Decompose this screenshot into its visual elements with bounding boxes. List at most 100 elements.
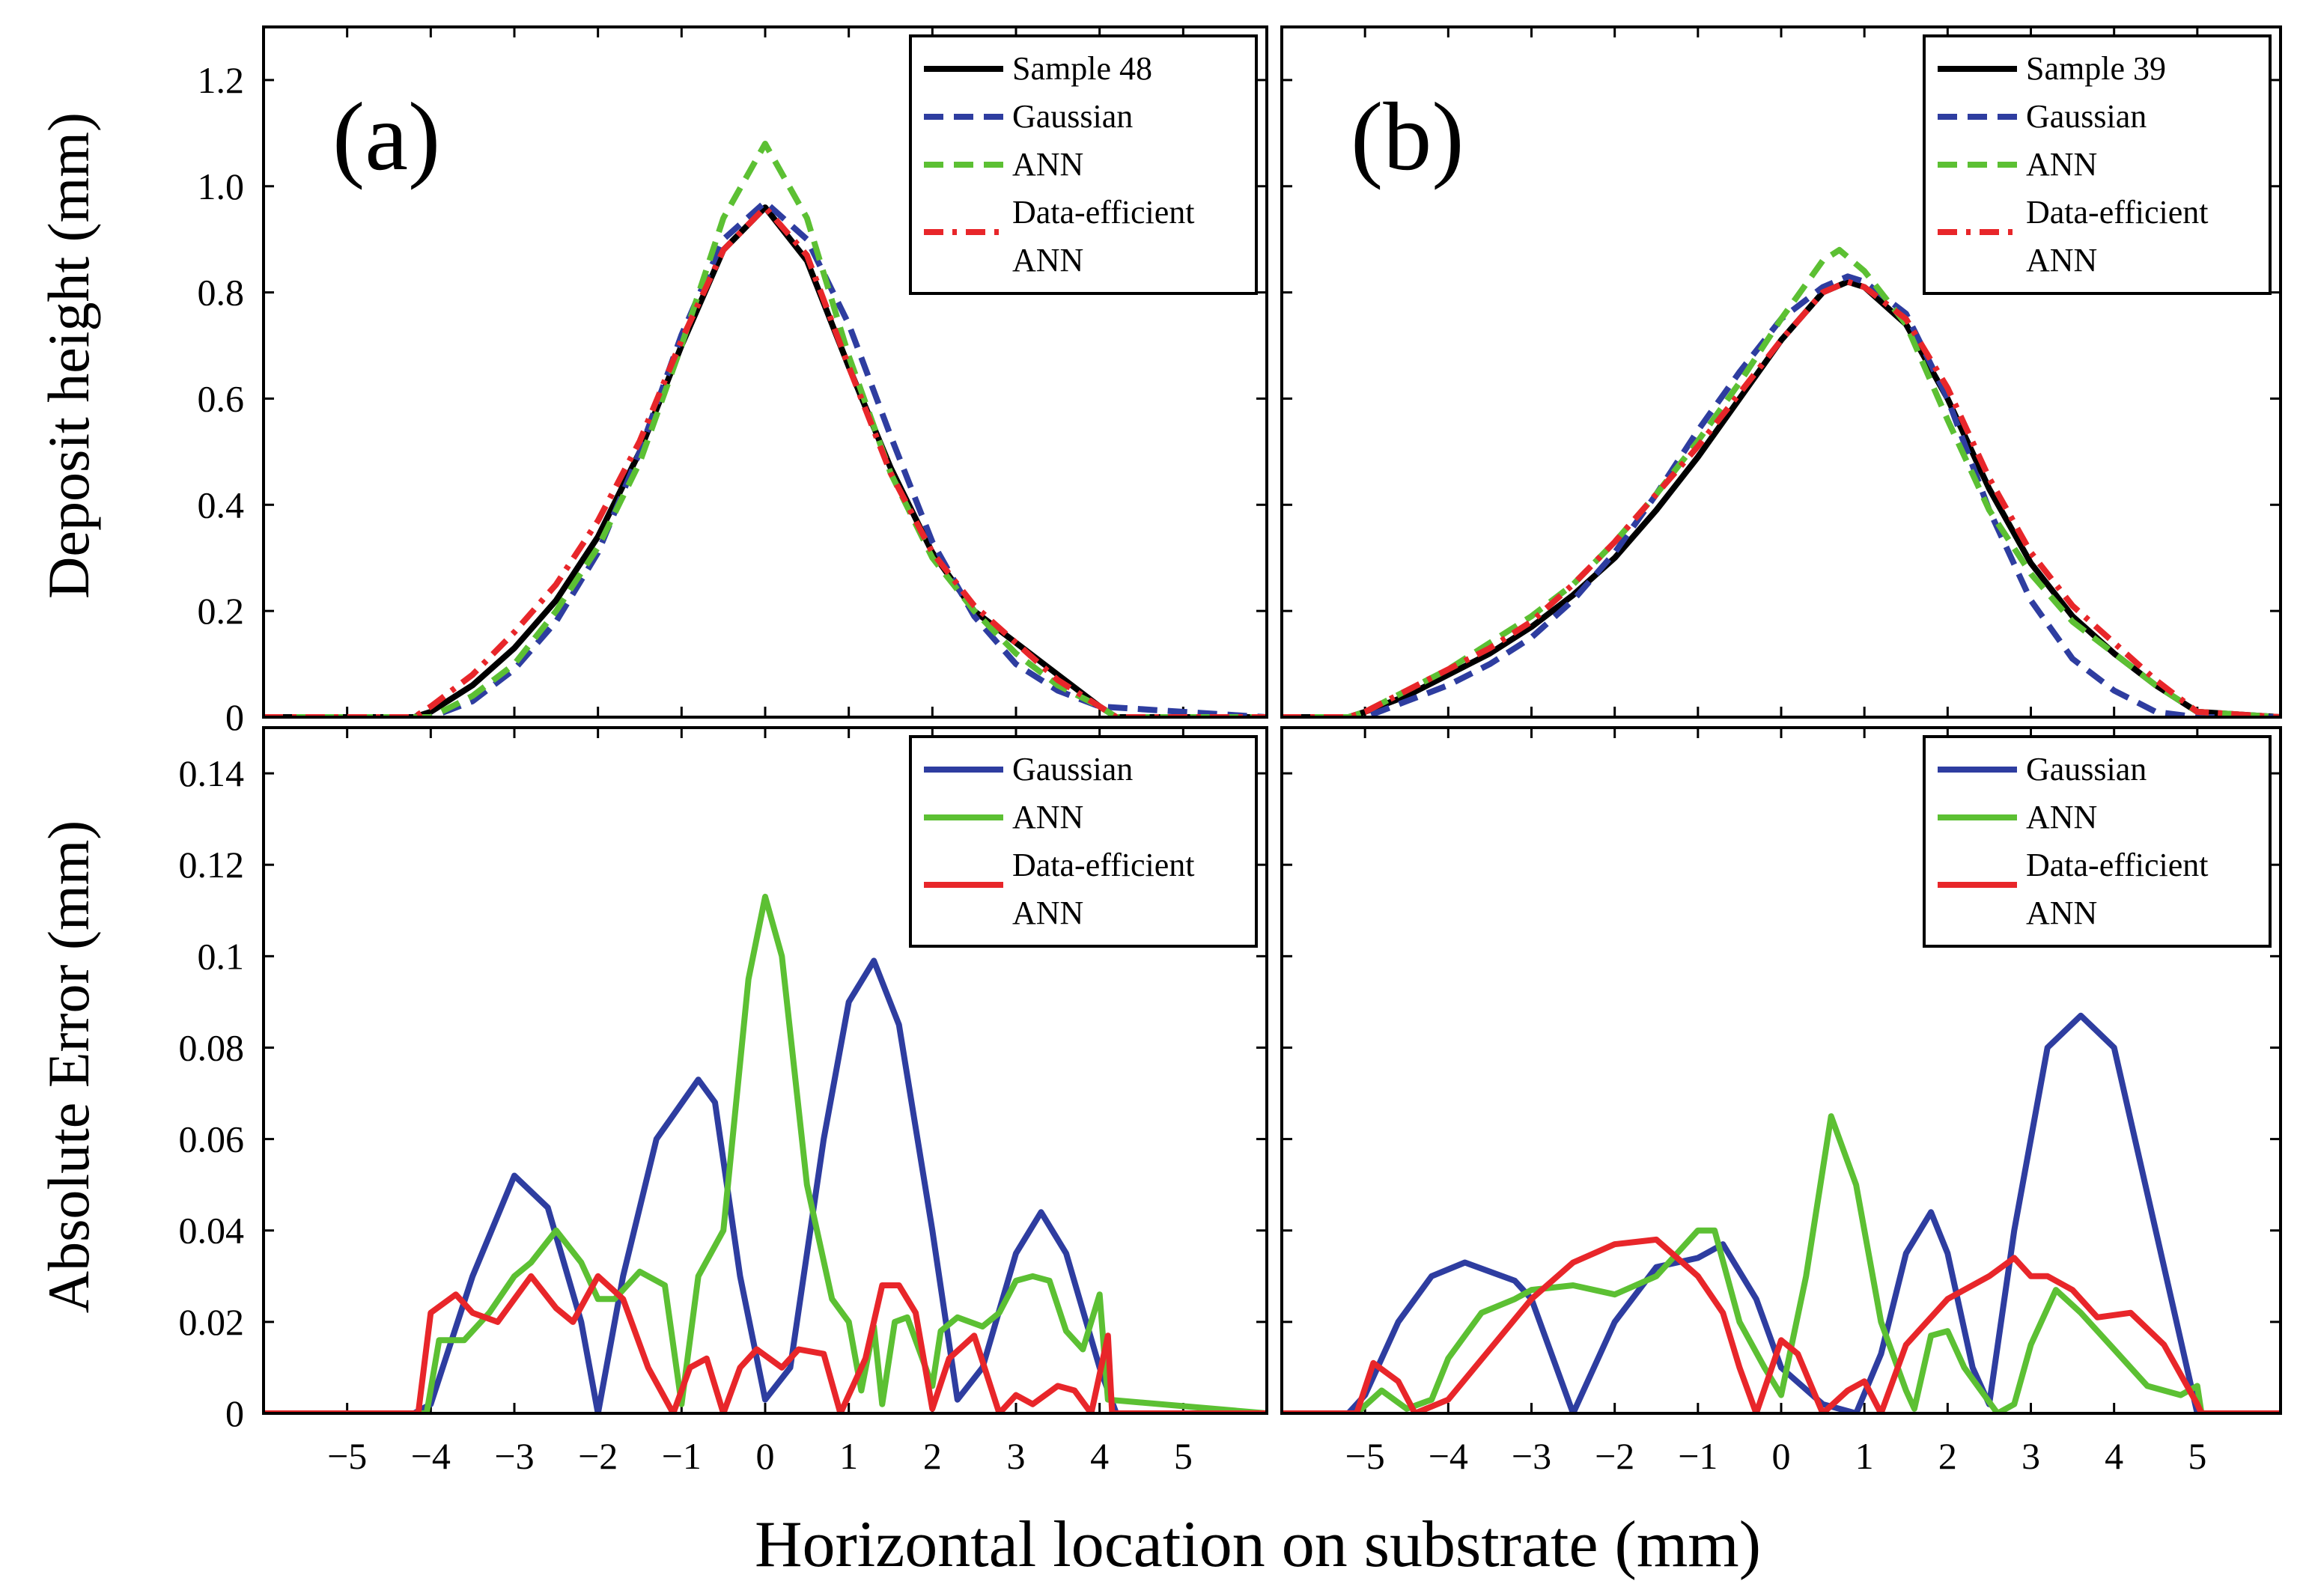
panel-a-deposit-height: 0 0.2 0.4 0.6 0.8 1.0 1.2 (a) Sample 48 Gaussian A… — [198, 25, 1268, 738]
legend-entry-data-efficient-ann: Data-efficient ANN — [1938, 194, 2208, 278]
y-tick-label: 0.8 — [198, 272, 245, 314]
legend-entry-ann: ANN — [1938, 799, 2097, 835]
plot-frame — [262, 25, 1268, 719]
y-tick-label: 0.04 — [179, 1210, 245, 1252]
y-tick-label: 0.06 — [179, 1118, 245, 1160]
legend: Sample 39 Gaussian ANN Data-efficient ANN — [1923, 34, 2272, 295]
panel-label: (b) — [1351, 83, 1464, 191]
legend-label: ANN — [2026, 895, 2097, 931]
legend-label: ANN — [1012, 895, 1083, 931]
x-tick-label: 5 — [2188, 1435, 2206, 1477]
legend-label: ANN — [2026, 146, 2097, 183]
y-tick-label: 0.14 — [179, 752, 245, 794]
legend-label: Data-efficient — [1012, 847, 1194, 883]
x-tick-label: −3 — [494, 1435, 534, 1477]
legend-entry-sample-39: Sample 39 — [1938, 50, 2166, 87]
y-tick-label: 1.2 — [198, 59, 245, 101]
legend-label: ANN — [2026, 242, 2097, 278]
x-tick-label: −4 — [411, 1435, 451, 1477]
y-tick-label: 0 — [225, 1392, 244, 1434]
x-tick-label: −5 — [1345, 1435, 1385, 1477]
series-gaussian-line — [1282, 273, 2281, 717]
x-tick-label: 3 — [1007, 1435, 1026, 1477]
y-tick-label: 0 — [225, 696, 244, 738]
y-tick-label: 0.6 — [198, 377, 245, 419]
legend-label: Data-efficient — [2026, 847, 2208, 883]
legend: Gaussian ANN Data-efficient ANN — [909, 735, 1258, 948]
series-data-efficient-ann-line — [1282, 1236, 2281, 1413]
legend-entry-gaussian: Gaussian — [924, 751, 1133, 788]
legend-entry-ann: ANN — [924, 799, 1083, 835]
legend-label: ANN — [1012, 799, 1083, 835]
y-tick-label: 0.4 — [198, 484, 245, 526]
plot-frame — [1280, 25, 2282, 719]
legend-label: ANN — [1012, 146, 1083, 183]
series-data-efficient-ann-line — [1282, 278, 2281, 717]
x-tick-label: 2 — [923, 1435, 942, 1477]
legend-entry-gaussian: Gaussian — [924, 98, 1133, 135]
y-axis-title-top: Deposit height (mm) — [36, 112, 101, 599]
y-tick-label: 0.02 — [179, 1301, 245, 1343]
y-tick-label: 0.1 — [198, 935, 245, 977]
legend-entry-sample-48: Sample 48 — [924, 50, 1152, 87]
panel-b-absolute-error: −5 −4 −3 −2 −1 0 1 2 3 4 5GaussianANNData-efficien… — [1280, 726, 2282, 1477]
legend: Sample 48 Gaussian ANN Data-efficient ANN — [909, 34, 1258, 295]
series-gaussian-line — [264, 957, 1267, 1413]
x-tick-label: 1 — [839, 1435, 858, 1477]
panel-a-absolute-error: 0 0.02 0.04 0.06 0.08 0.1 0.12 0.14 −5 −4 −3 −2 −1 0 1… — [179, 726, 1268, 1477]
series-sample-48-line — [264, 204, 1267, 717]
legend-entry-gaussian: Gaussian — [1938, 751, 2147, 788]
x-tick-label: −2 — [578, 1435, 618, 1477]
panel-label: (a) — [332, 83, 440, 191]
series-gaussian-line — [264, 199, 1267, 717]
x-tick-label: 5 — [1174, 1435, 1193, 1477]
plot-frame — [1280, 726, 2282, 1415]
series-ann-line — [264, 141, 1267, 717]
series-ann-line — [1282, 246, 2281, 717]
legend-entry-data-efficient-ann: Data-efficient ANN — [924, 847, 1194, 931]
x-axis-title: Horizontal location on substrate (mm) — [755, 1508, 1761, 1581]
x-tick-label: 0 — [1772, 1435, 1791, 1477]
plot-frame — [262, 726, 1268, 1415]
y-axis-title-bottom: Absolute Error (mm) — [36, 820, 101, 1314]
y-tick-label: 0.08 — [179, 1026, 245, 1068]
x-tick-label: 3 — [2021, 1435, 2040, 1477]
x-tick-label: −5 — [327, 1435, 367, 1477]
x-tick-label: 4 — [1090, 1435, 1109, 1477]
legend-label: Sample 48 — [1012, 50, 1152, 87]
y-tick-label: 0.2 — [198, 590, 245, 632]
legend-label: Sample 39 — [2026, 50, 2166, 87]
series-data-efficient-ann-line — [264, 1273, 1267, 1413]
x-tick-label: −4 — [1429, 1435, 1468, 1477]
legend-label: Gaussian — [1012, 98, 1133, 135]
x-tick-label: −1 — [1678, 1435, 1718, 1477]
x-tick-label: 2 — [1938, 1435, 1957, 1477]
series-gaussian-line — [1282, 1012, 2281, 1413]
x-tick-label: −2 — [1595, 1435, 1634, 1477]
series-ann-line — [1282, 1113, 2281, 1413]
legend-label: ANN — [2026, 799, 2097, 835]
legend-label: Gaussian — [2026, 98, 2147, 135]
legend: Gaussian ANN Data-efficient ANN — [1923, 735, 2272, 948]
x-tick-label: 0 — [756, 1435, 775, 1477]
legend-label: Data-efficient — [2026, 194, 2208, 231]
x-tick-label: −3 — [1512, 1435, 1551, 1477]
y-tick-label: 0.12 — [179, 844, 245, 886]
legend-label: ANN — [1012, 242, 1083, 278]
legend-entry-data-efficient-ann: Data-efficient ANN — [1938, 847, 2208, 931]
legend-entry-ann: ANN — [924, 146, 1083, 183]
legend-entry-ann: ANN — [1938, 146, 2097, 183]
x-tick-label: 4 — [2105, 1435, 2123, 1477]
series-sample-39-line — [1282, 278, 2281, 717]
legend-label: Gaussian — [2026, 751, 2147, 788]
series-ann-line — [264, 893, 1267, 1413]
y-tick-label: 1.0 — [198, 165, 245, 207]
legend-label: Gaussian — [1012, 751, 1133, 788]
legend-entry-gaussian: Gaussian — [1938, 98, 2147, 135]
panel-b-deposit-height: (b) Sample 39 Gaussian ANN Data-efficient ANN — [1280, 25, 2282, 719]
legend-label: Data-efficient — [1012, 194, 1194, 231]
x-tick-label: 1 — [1855, 1435, 1874, 1477]
legend-entry-data-efficient-ann: Data-efficient ANN — [924, 194, 1194, 278]
x-tick-label: −1 — [662, 1435, 702, 1477]
